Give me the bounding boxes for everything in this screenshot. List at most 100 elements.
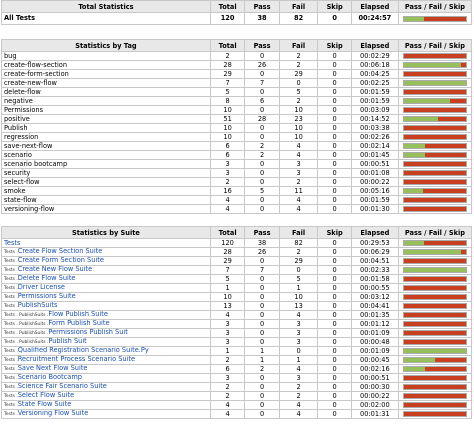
- row-name-cell[interactable]: Tests .Save Next Flow Suite: [1, 364, 211, 374]
- col-header-fail[interactable]: Fail: [278, 226, 319, 239]
- pass-fail-skip-bar: [402, 375, 467, 381]
- col-header-elapsed[interactable]: Elapsed: [350, 226, 399, 239]
- suite-link[interactable]: Science Fair Scenario Suite: [17, 382, 107, 390]
- row-name-cell[interactable]: Tests .Delete Flow Suite: [1, 274, 211, 284]
- tag-statistics-table: Statistics by Tag Total Pass Fail Skip E…: [1, 39, 473, 214]
- col-header-skip[interactable]: Skip: [317, 0, 352, 13]
- suite-link[interactable]: Permissions Suite: [17, 292, 76, 300]
- suite-link[interactable]: Form Publish Suite: [48, 319, 110, 327]
- table-row: Tests .Delete Flow Suite 5 0 5 0 00:01:58: [1, 274, 473, 284]
- skip-count: 0: [317, 319, 352, 329]
- suite-link[interactable]: Versioning Flow Suite: [17, 409, 89, 417]
- row-name-cell[interactable]: Tests .Create New Flow Suite: [1, 265, 211, 275]
- suite-link[interactable]: Create Form Section Suite: [17, 256, 104, 264]
- row-name-cell[interactable]: Tests .State Flow Suite: [1, 400, 211, 410]
- suite-link[interactable]: PublishSuits: [17, 301, 58, 309]
- suite-link[interactable]: Save Next Flow Suite: [17, 364, 88, 372]
- row-name-cell[interactable]: Tests .Permissions Suite: [1, 292, 211, 302]
- row-name-cell[interactable]: Tests .Recruitment Process Scenario Suit…: [1, 355, 211, 365]
- table-row: positive 51 28 23 0 00:14:52: [1, 114, 473, 124]
- col-header-fail[interactable]: Fail: [278, 0, 319, 13]
- pass-count: 0: [244, 256, 280, 266]
- suite-link[interactable]: Select Flow Suite: [17, 391, 75, 399]
- skip-count: 0: [317, 328, 352, 338]
- skip-count: 0: [317, 105, 352, 115]
- suite-link[interactable]: Create New Flow Suite: [17, 265, 93, 273]
- col-header-pass[interactable]: Pass: [244, 0, 280, 13]
- row-name-cell[interactable]: Tests .Scenario Bootcamp: [1, 373, 211, 383]
- suite-link[interactable]: State Flow Suite: [17, 400, 72, 408]
- fail-count: 1: [278, 283, 319, 293]
- row-name-cell[interactable]: Tests . PublishSuits .Publish Suit: [1, 337, 211, 347]
- fail-bar-segment: [403, 286, 466, 290]
- row-name-cell[interactable]: Tests .Science Fair Scenario Suite: [1, 382, 211, 392]
- suite-link[interactable]: Driver License: [17, 283, 65, 291]
- row-name-cell: bug: [1, 51, 211, 61]
- row-name-cell: positive: [1, 114, 211, 124]
- suite-link[interactable]: Delete Flow Suite: [17, 274, 76, 282]
- row-name-cell[interactable]: Tests .Qualified Registration Scenario S…: [1, 346, 211, 356]
- col-header-graph[interactable]: Pass / Fail / Skip: [397, 39, 473, 52]
- table-row: Tests . PublishSuits .Form Publish Suite…: [1, 319, 473, 329]
- row-name-cell[interactable]: Tests . PublishSuits .Permissions Publis…: [1, 328, 211, 338]
- col-header-elapsed[interactable]: Elapsed: [350, 0, 399, 13]
- suite-link[interactable]: Permissions Publish Suit: [48, 328, 128, 336]
- col-header-elapsed[interactable]: Elapsed: [350, 39, 399, 52]
- skip-count: 0: [317, 78, 352, 88]
- col-header-skip[interactable]: Skip: [317, 39, 352, 52]
- suite-parent-prefix: Tests .: [4, 259, 18, 264]
- skip-count: 0: [317, 382, 352, 392]
- table-row: Tests .Create New Flow Suite 7 7 0 0 00:02:33: [1, 265, 473, 275]
- col-header-total[interactable]: Total: [209, 226, 246, 239]
- row-name-cell[interactable]: Tests: [1, 238, 211, 248]
- pass-count: 0: [244, 301, 280, 311]
- row-name-cell: select-flow: [1, 177, 211, 187]
- pass-count: 26: [244, 60, 280, 70]
- row-name-cell[interactable]: Tests .Versioning Flow Suite: [1, 409, 211, 419]
- pass-fail-skip-bar: [402, 339, 467, 345]
- skip-count: 0: [317, 274, 352, 284]
- suite-link[interactable]: Flow Publish Suite: [48, 310, 108, 318]
- col-header-fail[interactable]: Fail: [278, 39, 319, 52]
- col-header-statistics-by-tag[interactable]: Statistics by Tag: [1, 39, 211, 52]
- col-header-pass[interactable]: Pass: [244, 39, 280, 52]
- tag-name: scenario: [4, 150, 32, 159]
- suite-link[interactable]: Tests: [4, 238, 21, 247]
- col-header-total[interactable]: Total: [209, 0, 246, 13]
- col-header-graph[interactable]: Pass / Fail / Skip: [397, 226, 473, 239]
- pass-bar-segment: [403, 349, 466, 353]
- pass-fail-skip-graph-cell: [397, 177, 473, 187]
- row-name-cell[interactable]: Tests .Driver License: [1, 283, 211, 293]
- elapsed-time: 00:01:45: [350, 150, 399, 160]
- row-name-cell[interactable]: Tests .Create Flow Section Suite: [1, 247, 211, 257]
- fail-bar-segment: [403, 313, 466, 317]
- col-header-skip[interactable]: Skip: [317, 226, 352, 239]
- suite-link[interactable]: Create Flow Section Suite: [17, 247, 103, 255]
- total-count: 10: [209, 123, 246, 133]
- col-header-statistics-by-suite[interactable]: Statistics by Suite: [1, 226, 211, 239]
- pass-fail-skip-bar: [402, 285, 467, 291]
- pass-fail-skip-graph-cell: [397, 256, 473, 266]
- suite-link[interactable]: Recruitment Process Scenario Suite: [17, 355, 136, 363]
- suite-link[interactable]: Scenario Bootcamp: [17, 373, 82, 381]
- row-name-cell[interactable]: Tests .Create Form Section Suite: [1, 256, 211, 266]
- pass-fail-skip-graph-cell: [397, 382, 473, 392]
- pass-fail-skip-bar: [402, 161, 467, 167]
- suite-link[interactable]: Qualified Registration Scenario Suite.Py: [17, 346, 149, 354]
- row-name-cell[interactable]: Tests .PublishSuits: [1, 301, 211, 311]
- total-count: 2: [209, 177, 246, 187]
- col-header-total-statistics[interactable]: Total Statistics: [1, 0, 211, 13]
- pass-fail-skip-bar: [402, 240, 467, 246]
- col-header-graph[interactable]: Pass / Fail / Skip: [397, 0, 473, 13]
- row-name-cell[interactable]: Tests . PublishSuits .Flow Publish Suite: [1, 310, 211, 320]
- col-header-pass[interactable]: Pass: [244, 226, 280, 239]
- row-name-cell[interactable]: Tests . PublishSuits .Form Publish Suite: [1, 319, 211, 329]
- pass-fail-skip-graph-cell: [397, 168, 473, 178]
- elapsed-time: 00:01:59: [350, 96, 399, 106]
- total-count: 1: [209, 283, 246, 293]
- pass-count: 0: [244, 105, 280, 115]
- elapsed-time: 00:01:09: [350, 328, 399, 338]
- col-header-total[interactable]: Total: [209, 39, 246, 52]
- suite-link[interactable]: Publish Suit: [48, 337, 87, 345]
- row-name-cell[interactable]: Tests .Select Flow Suite: [1, 391, 211, 401]
